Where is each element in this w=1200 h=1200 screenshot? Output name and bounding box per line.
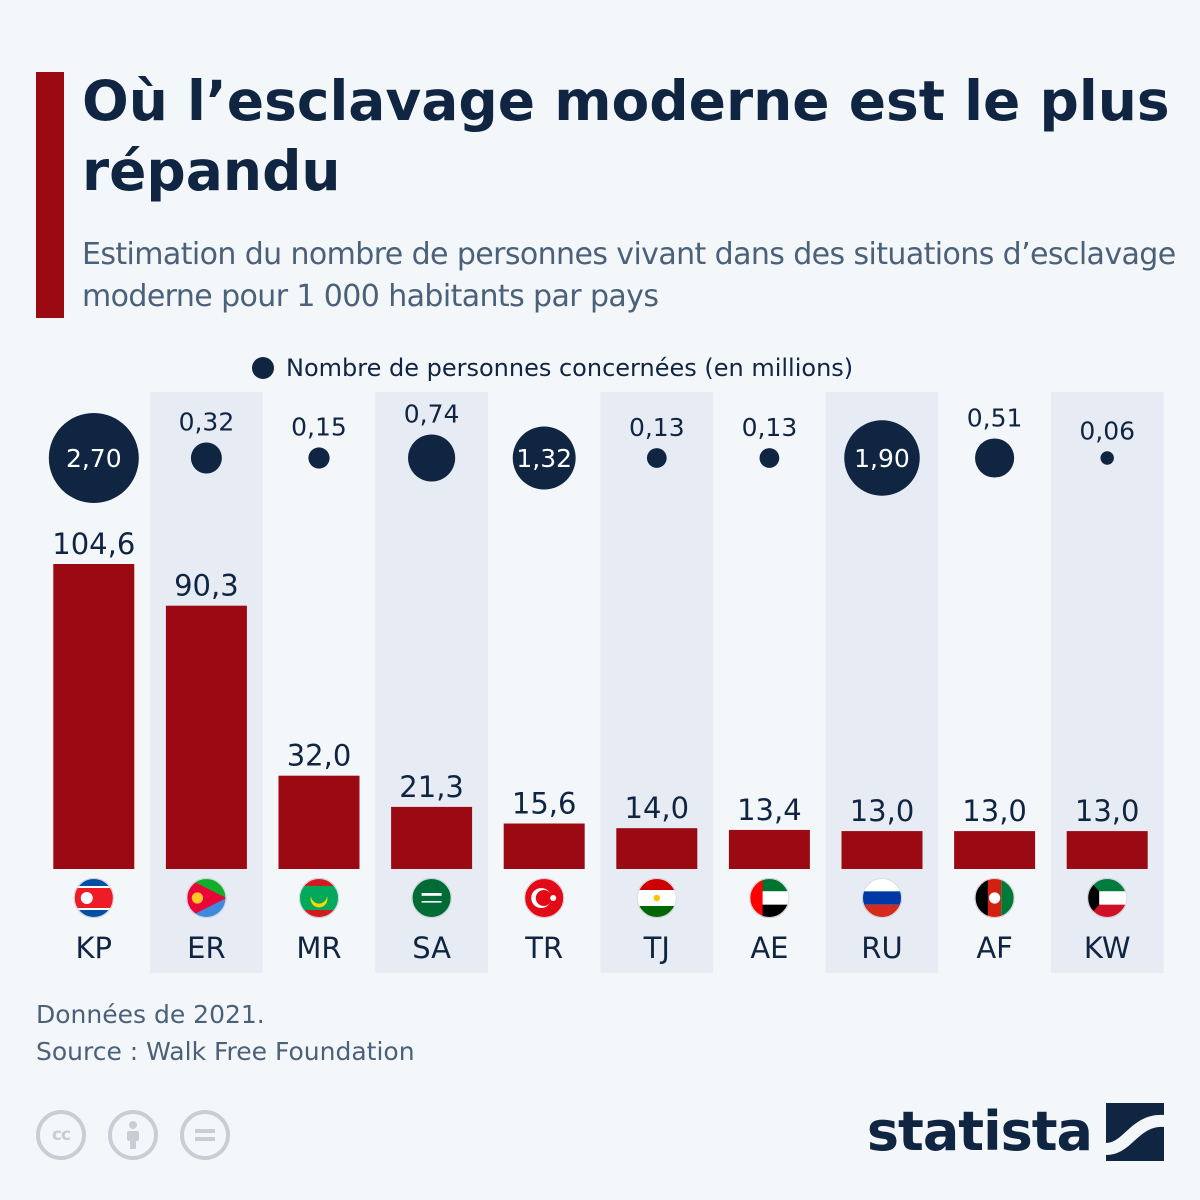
turkey-flag-icon (524, 878, 565, 918)
bubble-value-label: 1,90 (854, 444, 910, 473)
mauritania-flag-icon (299, 878, 339, 918)
eritrea-flag-icon (186, 878, 227, 918)
category-label: ER (187, 931, 225, 965)
bubble-value-label: 0,51 (967, 403, 1023, 432)
bar-chart: 104,6 2,70 KP 90,3 0,32 ER 32,0 0,15 MR 21,3 0,74 S… (48, 392, 1164, 973)
bubble-value-label: 0,74 (404, 399, 460, 428)
bubble (975, 438, 1015, 478)
uae-flag-icon (749, 878, 790, 918)
column-band (375, 392, 488, 973)
bubble (646, 448, 667, 468)
bubble (190, 442, 222, 474)
chart-title: Où l’esclavage moderne est le plus répan… (82, 69, 1170, 203)
bar-value-label: 13,0 (1075, 794, 1140, 828)
attribution-icon[interactable] (108, 1110, 158, 1160)
bar-value-label: 13,0 (962, 794, 1027, 828)
bar (728, 829, 810, 869)
bubble (844, 420, 920, 496)
bubble (759, 448, 780, 468)
category-label: KW (1084, 931, 1131, 965)
bubble-value-label: 0,06 (1079, 416, 1135, 445)
saudi-arabia-flag-icon (411, 878, 452, 918)
kuwait-flag-icon (1087, 878, 1128, 918)
bubble (408, 434, 456, 482)
bar-value-label: 90,3 (174, 569, 239, 603)
statista-logo[interactable]: statista (867, 1100, 1164, 1163)
category-label: AF (976, 931, 1013, 965)
category-label: KP (76, 931, 113, 965)
cc-icon[interactable]: cc (36, 1110, 86, 1160)
tajikistan-flag-icon (636, 878, 677, 918)
bar-value-label: 21,3 (399, 770, 464, 804)
bubble (308, 447, 330, 469)
bubble (1100, 451, 1114, 465)
bubble-value-label: 0,13 (742, 413, 798, 442)
chart-subtitle: Estimation du nombre de personnes vivant… (82, 237, 1176, 314)
bar (391, 806, 473, 869)
no-derivatives-icon[interactable] (180, 1110, 230, 1160)
category-label: TR (524, 931, 563, 965)
bubble (512, 426, 576, 490)
bar-value-label: 14,0 (625, 791, 690, 825)
bar (503, 823, 585, 869)
data-year-note: Données de 2021. (36, 1000, 265, 1029)
category-label: MR (296, 931, 341, 965)
column-band (600, 392, 714, 973)
bubble (48, 413, 139, 503)
statista-mark-icon (1106, 1102, 1164, 1161)
source-note: Source : Walk Free Foundation (36, 1037, 415, 1066)
legend-bubble-marker (252, 357, 274, 379)
category-label: SA (412, 931, 451, 965)
category-label: TJ (643, 931, 670, 965)
bar (165, 605, 247, 869)
license-icons: cc (36, 1110, 252, 1160)
north-korea-flag-icon (73, 878, 114, 918)
bar (53, 564, 135, 869)
bar (616, 828, 698, 869)
bar-value-label: 13,4 (737, 793, 802, 827)
brand-name: statista (866, 1100, 1093, 1163)
category-label: AE (750, 931, 788, 965)
bar-value-label: 15,6 (512, 787, 577, 821)
bubble-value-label: 0,15 (291, 412, 347, 441)
bar-value-label: 13,0 (850, 794, 915, 828)
legend: Nombre de personnes concernées (en milli… (252, 350, 853, 386)
legend-label: Nombre de personnes concernées (en milli… (286, 354, 854, 382)
bar-value-label: 32,0 (287, 739, 352, 773)
russia-flag-icon (862, 878, 902, 918)
column-band (1050, 392, 1164, 973)
afghanistan-flag-icon (974, 878, 1015, 918)
bar (278, 775, 360, 869)
bar-value-label: 104,6 (52, 527, 135, 561)
bubble-value-label: 1,32 (516, 444, 572, 473)
bar (954, 831, 1036, 869)
bubble-value-label: 0,13 (629, 413, 685, 442)
bar (1066, 831, 1148, 869)
title-accent-bar (36, 72, 64, 318)
bubble-value-label: 0,32 (179, 408, 235, 437)
bubble-value-label: 2,70 (66, 444, 122, 473)
category-label: RU (861, 931, 902, 965)
bar (841, 831, 923, 869)
